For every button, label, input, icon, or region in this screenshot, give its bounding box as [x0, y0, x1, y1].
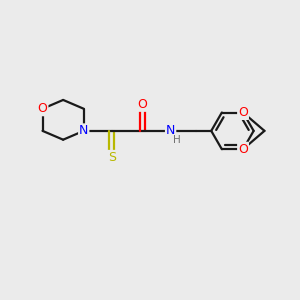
- Text: O: O: [238, 143, 248, 156]
- Text: O: O: [38, 102, 47, 115]
- Text: S: S: [108, 151, 116, 164]
- Text: O: O: [138, 98, 148, 111]
- Text: O: O: [238, 106, 248, 119]
- Text: N: N: [79, 124, 88, 137]
- Text: N: N: [166, 124, 175, 137]
- Text: H: H: [173, 135, 181, 145]
